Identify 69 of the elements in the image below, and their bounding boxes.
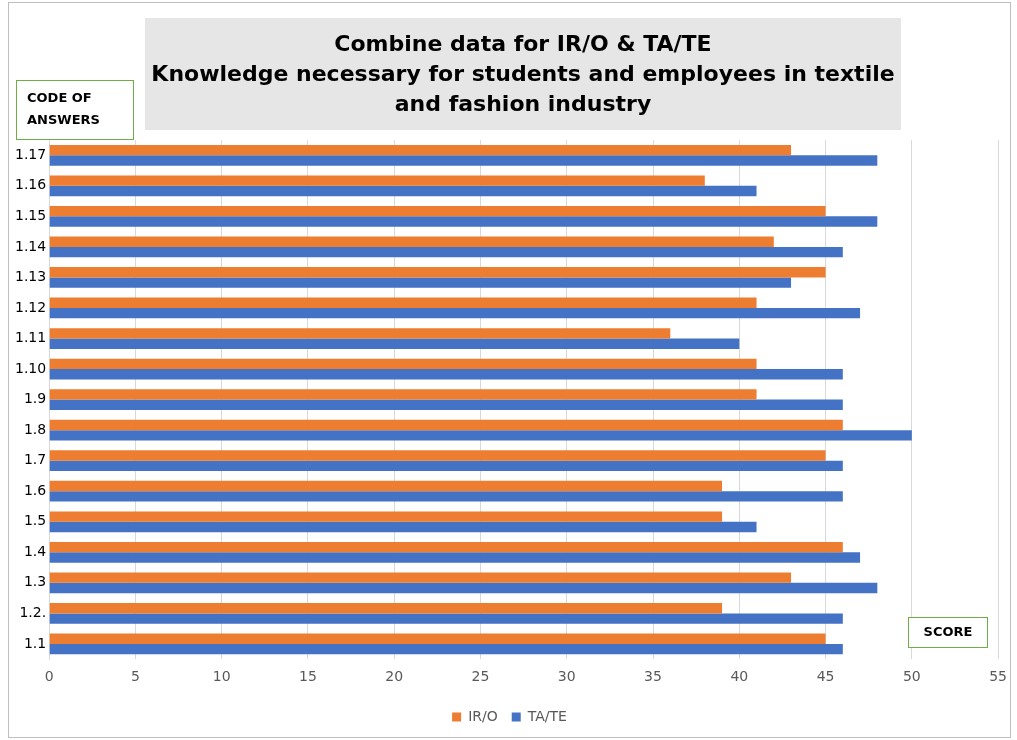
y-tick-label: 1.3 xyxy=(23,573,47,590)
bar xyxy=(49,419,843,431)
x-tick-label: 35 xyxy=(644,668,662,685)
bar xyxy=(49,511,723,522)
bar xyxy=(49,582,878,594)
bar xyxy=(49,389,757,400)
y-tick-label: 1.5 xyxy=(23,512,47,529)
x-tick-label: 20 xyxy=(385,668,404,685)
y-tick-label: 1.4 xyxy=(23,542,47,559)
bar xyxy=(49,480,723,492)
y-axis-title: CODE OF ANSWERS xyxy=(16,80,134,140)
x-tick-label: 55 xyxy=(989,668,1008,685)
bar xyxy=(49,216,878,227)
x-tick-label: 15 xyxy=(299,668,317,685)
x-tick-label: 30 xyxy=(557,668,576,685)
bar xyxy=(49,603,723,614)
bar xyxy=(49,643,843,655)
bar xyxy=(49,267,826,278)
y-tick-label: 1.14 xyxy=(15,237,47,254)
bar xyxy=(49,144,792,156)
bar xyxy=(49,236,774,247)
x-tick-label: 50 xyxy=(902,668,921,685)
bar xyxy=(49,297,757,308)
x-tick-label: 25 xyxy=(471,668,490,685)
bar xyxy=(49,491,843,502)
x-axis-title: SCORE xyxy=(908,617,988,648)
bar xyxy=(49,155,878,166)
y-tick-label: 1.12 xyxy=(15,298,47,315)
y-tick-label: 1.11 xyxy=(15,329,47,346)
bar xyxy=(49,552,861,563)
bar xyxy=(49,613,843,624)
bar xyxy=(49,185,757,197)
bar xyxy=(49,450,826,461)
x-tick-label: 10 xyxy=(212,668,231,685)
y-tick-label: 1.2. xyxy=(19,604,47,621)
bar xyxy=(49,430,912,441)
x-tick-label: 0 xyxy=(44,668,54,685)
x-tick-label: 45 xyxy=(816,668,835,685)
y-tick-label: 1.9 xyxy=(23,390,47,407)
legend-label: TA/TE xyxy=(526,707,567,724)
bar xyxy=(49,633,826,644)
y-tick-label: 1.17 xyxy=(15,145,47,162)
y-tick-label: 1.6 xyxy=(23,481,47,498)
y-tick-label: 1.10 xyxy=(15,359,47,376)
chart-title: Combine data for IR/O & TA/TE xyxy=(333,30,713,58)
bar xyxy=(49,541,843,553)
bar xyxy=(49,460,843,472)
x-tick-label: 5 xyxy=(130,668,140,685)
bar xyxy=(49,328,671,339)
y-tick-label: 1.7 xyxy=(23,451,47,468)
chart-subtitle: Knowledge necessary for students and employees in textile and fashion industry xyxy=(150,60,896,118)
bar xyxy=(49,572,792,583)
y-tick-label: 1.1 xyxy=(23,634,47,651)
bar xyxy=(49,205,826,217)
y-tick-label: 1.15 xyxy=(15,206,47,223)
bar xyxy=(49,358,757,370)
bar xyxy=(49,307,861,319)
bar xyxy=(49,175,705,186)
bar xyxy=(49,521,757,533)
bar xyxy=(49,369,843,380)
bar xyxy=(49,277,792,288)
bar xyxy=(49,338,740,349)
y-tick-label: 1.13 xyxy=(15,268,47,285)
bar xyxy=(49,246,843,258)
bar xyxy=(49,399,843,410)
legend-label: IR/O xyxy=(468,707,498,724)
y-tick-label: 1.8 xyxy=(23,420,47,437)
x-tick-label: 40 xyxy=(730,668,749,685)
y-tick-label: 1.16 xyxy=(15,176,47,193)
